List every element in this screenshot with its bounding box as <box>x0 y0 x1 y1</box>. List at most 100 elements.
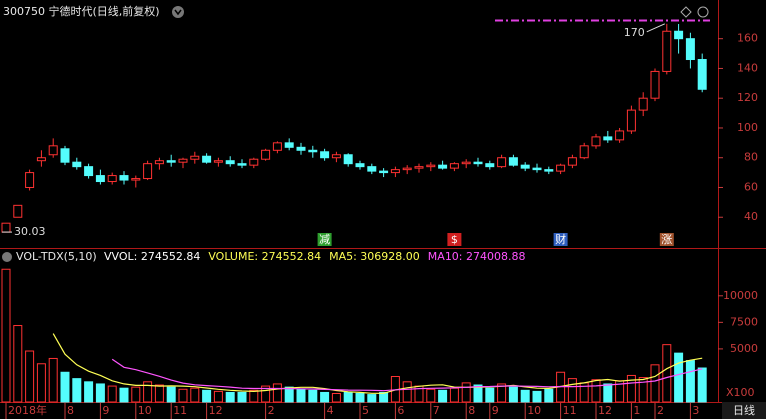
candle-body <box>284 142 294 148</box>
volume-bar <box>638 377 648 403</box>
low-label: 30.03 <box>14 225 46 238</box>
volume-bar <box>508 386 518 403</box>
volume-bar <box>272 383 282 403</box>
volume-bar <box>438 389 448 403</box>
candle-body <box>308 149 318 153</box>
volume-bar <box>143 381 153 403</box>
volume-bar <box>473 384 483 403</box>
event-marker[interactable] <box>553 233 568 246</box>
candle-body <box>48 145 58 156</box>
candle-body <box>166 160 176 163</box>
candle-body <box>296 146 306 151</box>
menu-icon[interactable] <box>172 6 184 18</box>
indicator-label: MA10: 274008.88 <box>428 250 526 263</box>
volume-bar <box>119 387 129 403</box>
x-tick-label: 2018年 <box>8 403 47 417</box>
volume-bar <box>650 364 660 403</box>
candle-body <box>674 30 684 40</box>
candle-body <box>662 30 672 72</box>
volume-bar <box>13 325 23 403</box>
volume-bar <box>213 390 223 403</box>
volume-bar <box>379 391 389 403</box>
event-marker[interactable] <box>447 233 462 246</box>
period-button[interactable] <box>722 402 766 419</box>
volume-bar <box>202 389 212 403</box>
x-tick-label: 8 <box>468 404 475 417</box>
event-marker[interactable] <box>317 233 332 246</box>
volume-bar <box>261 385 271 403</box>
candle-body <box>154 160 164 165</box>
high-leader <box>646 23 666 33</box>
candle-body <box>426 164 436 168</box>
x-tick-label: 1 <box>633 404 640 417</box>
candle-body <box>355 163 365 168</box>
volume-bar <box>225 391 235 403</box>
volume-bar <box>567 378 577 403</box>
volume-bar <box>84 381 94 403</box>
candle-body <box>697 59 707 90</box>
indicator-menu-icon[interactable] <box>2 252 12 262</box>
candle-body <box>343 154 353 165</box>
high-label: 170 <box>624 26 645 39</box>
candle-body <box>13 204 23 218</box>
volume-bar <box>343 391 353 403</box>
y-tick-label: 10000 <box>723 289 758 302</box>
candle-body <box>143 163 153 180</box>
x-tick-label: 9 <box>102 404 109 417</box>
candle-body <box>544 169 554 172</box>
candle-body <box>95 175 105 183</box>
x-tick-label: 8 <box>67 404 74 417</box>
volume-bar <box>1 268 11 403</box>
candle-body <box>591 136 601 147</box>
y-tick-label: 40 <box>744 210 758 223</box>
candle-body <box>320 151 330 159</box>
candle-body <box>567 157 577 166</box>
volume-bar <box>166 386 176 403</box>
event-marker[interactable] <box>659 233 674 246</box>
candle-body <box>107 175 117 183</box>
candle-body <box>485 163 495 168</box>
candle-body <box>213 160 223 163</box>
candle-body <box>508 157 518 166</box>
volume-bar <box>662 344 672 403</box>
x-tick-label: 4 <box>327 404 334 417</box>
indicator-label: MA5: 306928.00 <box>329 250 420 263</box>
candle-body <box>438 164 448 169</box>
candle-body <box>626 109 636 132</box>
candle-body <box>36 157 46 162</box>
candle-body <box>367 166 377 172</box>
volume-bar <box>674 352 684 403</box>
candle-body <box>638 97 648 111</box>
volume-bar <box>685 360 695 403</box>
x-tick-label: 10 <box>138 404 152 417</box>
y-tick-label: 160 <box>737 32 758 45</box>
y-tick-label: 7500 <box>730 315 758 328</box>
indicator-title: VOL-TDX(5,10) <box>16 250 97 263</box>
volume-bar <box>497 383 507 403</box>
candle-body <box>650 70 660 99</box>
candle-body <box>532 167 542 171</box>
ma5-line <box>52 333 703 394</box>
ma10-line <box>111 358 703 392</box>
volume-bar <box>626 374 636 403</box>
x-axis-label: 日线 <box>733 403 755 417</box>
candle-body <box>1 222 11 233</box>
x-tick-label: 2 <box>268 404 275 417</box>
menu-icon-arrow <box>174 9 182 16</box>
settings-icon[interactable] <box>697 6 709 18</box>
candle-body <box>685 38 695 61</box>
candle-body <box>449 163 459 169</box>
diamond-icon[interactable] <box>680 6 692 18</box>
candle-body <box>72 161 82 168</box>
candle-body <box>202 155 212 163</box>
volume-bar <box>697 367 707 403</box>
x-tick-label: 5 <box>362 404 369 417</box>
volume-bar <box>591 379 601 403</box>
x-tick-label: 10 <box>527 404 541 417</box>
volume-bar <box>72 378 82 403</box>
volume-bar <box>249 389 259 403</box>
volume-bar <box>154 384 164 403</box>
